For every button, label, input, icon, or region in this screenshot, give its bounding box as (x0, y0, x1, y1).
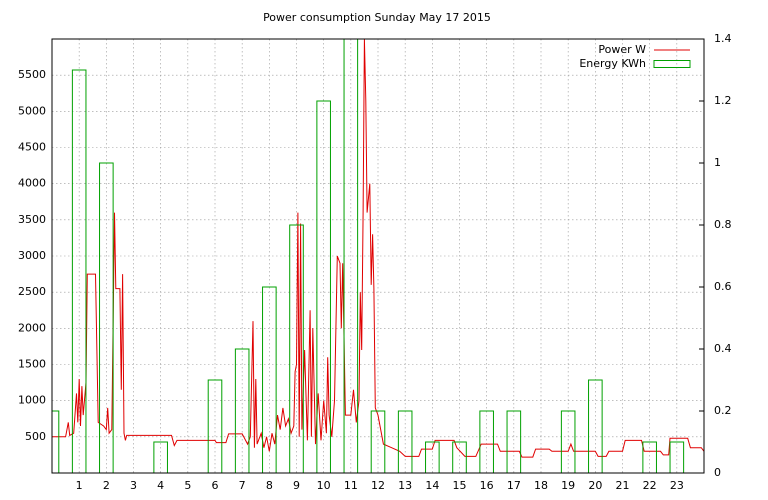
y-tick-label: 3000 (18, 249, 46, 262)
x-tick-label: 23 (670, 479, 684, 492)
x-tick-label: 13 (398, 479, 412, 492)
x-tick-label: 7 (239, 479, 246, 492)
y-tick-label: 4500 (18, 141, 46, 154)
bar (316, 100, 331, 473)
bar (207, 379, 223, 473)
bar (479, 410, 494, 473)
x-tick-label: 21 (616, 479, 630, 492)
y2-tick-label: 1.2 (714, 94, 732, 107)
y-tick-label: 1000 (18, 394, 46, 407)
y2-tick-label: 0 (714, 466, 721, 479)
x-tick-label: 4 (157, 479, 164, 492)
y-tick-label: 3500 (18, 213, 46, 226)
bar (642, 441, 657, 473)
bar (71, 69, 87, 473)
bar (99, 162, 114, 473)
y-tick-label: 4000 (18, 177, 46, 190)
bar (452, 441, 467, 473)
x-tick-label: 6 (212, 479, 219, 492)
y2-tick-label: 0.6 (714, 280, 732, 293)
bar (234, 348, 250, 473)
x-tick-label: 14 (425, 479, 439, 492)
bar (506, 410, 522, 473)
x-tick-label: 19 (561, 479, 575, 492)
x-tick-label: 18 (534, 479, 548, 492)
legend-label: Energy KWh (579, 57, 646, 70)
bar (52, 410, 60, 473)
chart-title: Power consumption Sunday May 17 2015 (263, 11, 491, 24)
line (52, 39, 704, 458)
y2-tick-label: 1 (714, 156, 721, 169)
bar (370, 410, 386, 473)
y2-tick-label: 1.4 (714, 32, 732, 45)
x-tick-label: 1 (76, 479, 83, 492)
y-tick-label: 5000 (18, 104, 46, 117)
x-tick-label: 22 (643, 479, 657, 492)
y-tick-label: 2500 (18, 285, 46, 298)
x-tick-label: 3 (130, 479, 137, 492)
x-tick-label: 10 (317, 479, 331, 492)
x-tick-label: 2 (103, 479, 110, 492)
x-tick-label: 8 (266, 479, 273, 492)
x-tick-label: 11 (344, 479, 358, 492)
bar (262, 286, 277, 473)
legend-label: Power W (598, 43, 646, 56)
x-tick-label: 12 (371, 479, 385, 492)
y2-tick-label: 0.2 (714, 404, 732, 417)
y2-tick-label: 0.4 (714, 342, 732, 355)
bar (289, 224, 304, 473)
bar (425, 441, 440, 473)
y-tick-label: 2000 (18, 321, 46, 334)
x-tick-label: 9 (293, 479, 300, 492)
x-tick-label: 15 (453, 479, 467, 492)
x-tick-label: 17 (507, 479, 521, 492)
bar (560, 410, 576, 473)
bar (153, 441, 168, 473)
bar (669, 441, 685, 473)
x-tick-label: 5 (184, 479, 191, 492)
legend-swatch (653, 60, 691, 68)
x-tick-label: 16 (480, 479, 494, 492)
y2-tick-label: 0.8 (714, 218, 732, 231)
plot-area (52, 39, 704, 473)
y-tick-label: 5500 (18, 68, 46, 81)
bar (343, 39, 359, 473)
y-tick-label: 1500 (18, 358, 46, 371)
bar (397, 410, 413, 473)
plot-border (51, 38, 705, 474)
y-tick-label: 500 (25, 430, 46, 443)
x-tick-label: 20 (588, 479, 602, 492)
bar (588, 379, 603, 473)
